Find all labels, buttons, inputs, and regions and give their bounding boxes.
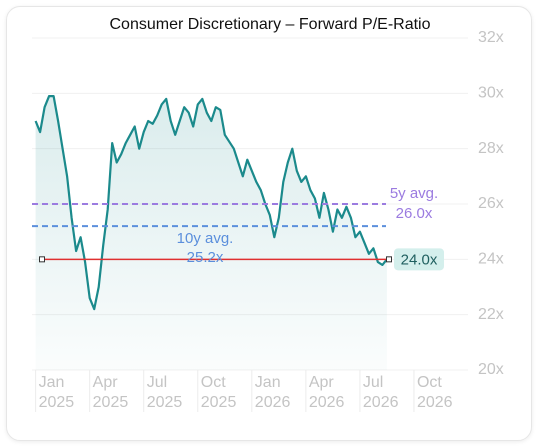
y-tick-label: 28x xyxy=(478,140,504,157)
reference-label: 10y avg. xyxy=(177,230,234,247)
card xyxy=(6,6,532,441)
y-tick-label: 24x xyxy=(478,251,504,268)
x-tick-label: Apr 2026 xyxy=(309,374,345,411)
badge-value: 24.0x xyxy=(401,251,438,268)
x-tick-label: Jan 2025 xyxy=(39,374,75,411)
reference-value: 26.0x xyxy=(396,205,433,222)
line xyxy=(34,95,388,311)
value-badge xyxy=(394,248,444,271)
x-tick-label: Apr 2025 xyxy=(93,374,129,411)
y-tick-label: 30x xyxy=(478,85,504,102)
x-tick-label: Jul 2026 xyxy=(363,374,399,411)
y-tick-label: 26x xyxy=(478,195,504,212)
x-tick-label: Oct 2025 xyxy=(201,374,237,411)
x-tick-label: Jan 2026 xyxy=(255,374,291,411)
reference-label: 5y avg. xyxy=(390,185,438,202)
y-tick-label: 32x xyxy=(478,29,504,46)
y-tick-label: 20x xyxy=(478,361,504,378)
x-tick-label: Oct 2026 xyxy=(417,374,453,411)
area xyxy=(35,96,387,370)
chart-title: Consumer Discretionary – Forward P/E-Rat… xyxy=(110,16,431,33)
y-tick-label: 22x xyxy=(478,306,504,323)
reference-value: 25.2x xyxy=(187,249,224,266)
line-end xyxy=(386,256,392,263)
x-tick-label: Jul 2025 xyxy=(147,374,183,411)
line-end xyxy=(39,256,45,263)
